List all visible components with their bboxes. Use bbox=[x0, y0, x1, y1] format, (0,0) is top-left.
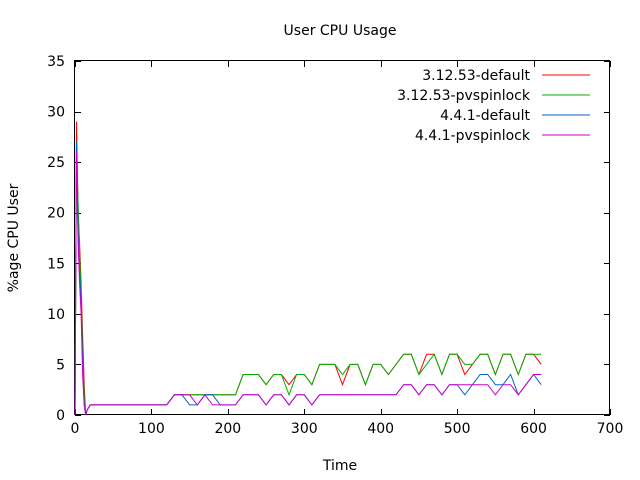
legend-label-3.12.53-default: 3.12.53-default bbox=[422, 68, 530, 84]
x-tick-label: 200 bbox=[214, 421, 241, 437]
axis-ticks: 0 100 200 300 400 500 600 700 0 5 10 15 20 25 30 35 bbox=[47, 54, 623, 437]
y-tick-label: 35 bbox=[47, 54, 65, 70]
y-tick-label: 0 bbox=[56, 408, 65, 424]
x-tick-label: 100 bbox=[138, 421, 165, 437]
y-tick-label: 20 bbox=[47, 206, 65, 222]
y-tick-label: 10 bbox=[47, 307, 65, 323]
series-line-3.12.53-pvspinlock bbox=[74, 141, 542, 416]
x-tick-label: 300 bbox=[291, 421, 318, 437]
plot-frame bbox=[74, 60, 610, 415]
x-tick-label: 700 bbox=[597, 421, 624, 437]
y-tick-label: 25 bbox=[47, 155, 65, 171]
series-line-4.4.1-pvspinlock bbox=[74, 151, 542, 416]
series-line-3.12.53-default bbox=[74, 121, 542, 416]
x-tick-label: 500 bbox=[444, 421, 471, 437]
x-tick-label: 400 bbox=[367, 421, 394, 437]
legend-label-3.12.53-pvspinlock: 3.12.53-pvspinlock bbox=[397, 88, 531, 104]
legend-label-4.4.1-default: 4.4.1-default bbox=[440, 108, 530, 124]
legend: 3.12.53-default 3.12.53-pvspinlock 4.4.1-d… bbox=[397, 68, 590, 144]
chart-title: User CPU Usage bbox=[284, 23, 397, 39]
x-tick-label: 0 bbox=[71, 421, 80, 437]
legend-label-4.4.1-pvspinlock: 4.4.1-pvspinlock bbox=[415, 128, 531, 144]
y-tick-label: 15 bbox=[47, 256, 65, 272]
y-tick-label: 30 bbox=[47, 105, 65, 121]
y-axis-label: %age CPU User bbox=[6, 183, 22, 292]
x-axis-label: Time bbox=[322, 458, 357, 474]
y-tick-label: 5 bbox=[56, 357, 65, 373]
series-layer bbox=[74, 121, 542, 416]
series-line-4.4.1-default bbox=[74, 141, 542, 416]
x-tick-label: 600 bbox=[520, 421, 547, 437]
